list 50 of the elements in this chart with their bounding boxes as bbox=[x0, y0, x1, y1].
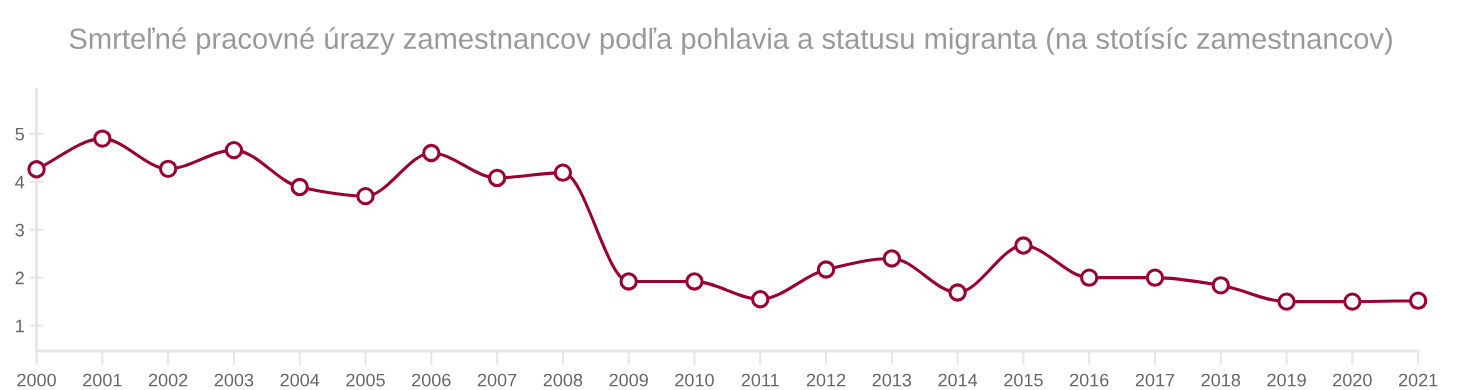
point bbox=[1080, 268, 1099, 287]
x-tick-label: 2018 bbox=[1201, 373, 1241, 387]
point bbox=[1343, 292, 1362, 311]
x-tick-label: 2008 bbox=[543, 373, 583, 387]
point bbox=[1145, 268, 1165, 287]
point bbox=[290, 177, 309, 197]
point bbox=[356, 186, 375, 206]
x-tick-label: 2013 bbox=[872, 373, 912, 387]
x-tick-label: 2001 bbox=[83, 373, 122, 387]
y-tick-label: 2 bbox=[15, 271, 24, 285]
chart-title: Smrteľné pracovné úrazy zamestnancov podľa pohlavia a statusu migranta (na stotísíc zamestnancov) bbox=[69, 27, 1392, 55]
y-tick-label: 1 bbox=[16, 319, 24, 333]
x-tick-label: 2021 bbox=[1398, 373, 1438, 387]
point bbox=[487, 168, 507, 188]
point bbox=[158, 159, 178, 178]
x-tick-label: 2019 bbox=[1267, 373, 1306, 387]
point bbox=[1408, 291, 1428, 310]
x-tick-label: 2005 bbox=[346, 373, 385, 387]
y-tick-label: 5 bbox=[15, 127, 24, 141]
point bbox=[1014, 236, 1033, 255]
point bbox=[816, 260, 836, 279]
x-tick-label: 2016 bbox=[1070, 373, 1109, 387]
point bbox=[27, 160, 46, 179]
point bbox=[685, 272, 704, 291]
point bbox=[93, 129, 112, 148]
point bbox=[948, 283, 967, 302]
x-tick-label: 2010 bbox=[675, 373, 714, 387]
x-tick-label: 2006 bbox=[412, 373, 451, 387]
x-tick-label: 2011 bbox=[741, 373, 779, 387]
y-tick-label: 3 bbox=[15, 223, 24, 237]
point bbox=[553, 163, 573, 182]
x-tick-label: 2004 bbox=[280, 373, 320, 387]
point bbox=[1277, 292, 1296, 311]
point bbox=[422, 143, 441, 163]
y-tick-label: 4 bbox=[15, 175, 25, 189]
point bbox=[619, 272, 638, 291]
x-tick-label: 2002 bbox=[148, 373, 188, 387]
x-tick-label: 2007 bbox=[477, 373, 517, 387]
x-tick-label: 2020 bbox=[1333, 373, 1372, 387]
x-tick-label: 2014 bbox=[938, 373, 978, 387]
point bbox=[751, 290, 770, 309]
x-tick-label: 2000 bbox=[17, 373, 56, 387]
x-tick-label: 2009 bbox=[609, 373, 648, 387]
x-tick-label: 2017 bbox=[1135, 373, 1175, 387]
x-tick-label: 2012 bbox=[806, 373, 846, 387]
point bbox=[224, 140, 244, 160]
point bbox=[882, 249, 901, 268]
point bbox=[1211, 276, 1230, 295]
x-tick-label: 2003 bbox=[214, 373, 254, 387]
x-tick-label: 2015 bbox=[1004, 373, 1043, 387]
